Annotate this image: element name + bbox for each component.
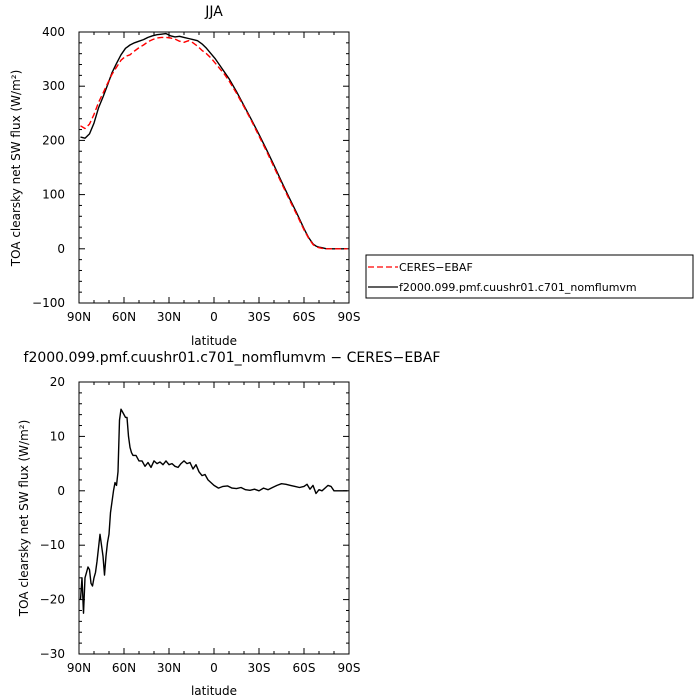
top-ytick-label: 300	[42, 79, 65, 93]
top-ytick-label: 0	[57, 242, 65, 256]
bottom-ytick-label: 20	[50, 375, 65, 389]
top-ytick-label: 400	[42, 25, 65, 39]
legend: CERES−EBAF f2000.099.pmf.cuushr01.c701_n…	[365, 254, 694, 299]
bottom-series-line-0	[79, 408, 348, 614]
legend-label-ceres: CERES−EBAF	[399, 261, 473, 274]
top-xtick-label: 30S	[248, 310, 271, 324]
bottom-chart: f2000.099.pmf.cuushr01.c701_nomflumvm − …	[17, 350, 440, 698]
top-xtick-label: 90S	[338, 310, 361, 324]
top-chart-frame	[78, 31, 350, 304]
top-xtick-label: 60N	[112, 310, 136, 324]
top-xtick-label: 30N	[157, 310, 181, 324]
bottom-xtick-label: 30S	[248, 661, 271, 675]
top-ytick-label: −100	[32, 296, 65, 310]
top-series-line-0	[80, 36, 348, 250]
bottom-ytick-label: 0	[57, 484, 65, 498]
bottom-xtick-label: 90N	[67, 661, 91, 675]
bottom-ytick-label: 10	[50, 429, 65, 443]
bottom-ytick-label: −20	[40, 593, 65, 607]
bottom-xtick-label: 60S	[293, 661, 316, 675]
bottom-ytick-label: −10	[40, 538, 65, 552]
bottom-chart-ylabel: TOA clearsky net SW flux (W/m²)	[17, 420, 31, 618]
top-chart: JJA 90N 60N 30N 0 30S 60S 90S −100 0 100 200 300 400…	[9, 4, 694, 348]
top-chart-series	[80, 32, 348, 250]
bottom-chart-xlabel: latitude	[191, 684, 237, 698]
legend-box	[365, 254, 694, 299]
bottom-chart-ticks: 90N 60N 30N 0 30S 60S 90S −30 −20 −10 0 10 20	[40, 375, 361, 675]
bottom-chart-series	[79, 408, 348, 614]
top-ytick-label: 100	[42, 188, 65, 202]
top-xtick-label: 60S	[293, 310, 316, 324]
top-xtick-label: 0	[210, 310, 218, 324]
top-chart-ticks: 90N 60N 30N 0 30S 60S 90S −100 0 100 200 300 400	[32, 25, 360, 324]
bottom-chart-title: f2000.099.pmf.cuushr01.c701_nomflumvm − …	[24, 350, 441, 366]
top-series-line-1	[80, 32, 348, 250]
bottom-chart-frame	[78, 381, 350, 655]
bottom-xtick-label: 30N	[157, 661, 181, 675]
top-chart-xlabel: latitude	[191, 334, 237, 348]
bottom-ytick-label: −30	[40, 647, 65, 661]
top-xtick-label: 90N	[67, 310, 91, 324]
bottom-xtick-label: 60N	[112, 661, 136, 675]
top-ytick-label: 200	[42, 133, 65, 147]
legend-label-model: f2000.099.pmf.cuushr01.c701_nomflumvm	[399, 281, 637, 294]
top-chart-title: JJA	[204, 4, 223, 20]
bottom-xtick-label: 90S	[338, 661, 361, 675]
top-chart-ylabel: TOA clearsky net SW flux (W/m²)	[9, 70, 23, 268]
bottom-xtick-label: 0	[210, 661, 218, 675]
